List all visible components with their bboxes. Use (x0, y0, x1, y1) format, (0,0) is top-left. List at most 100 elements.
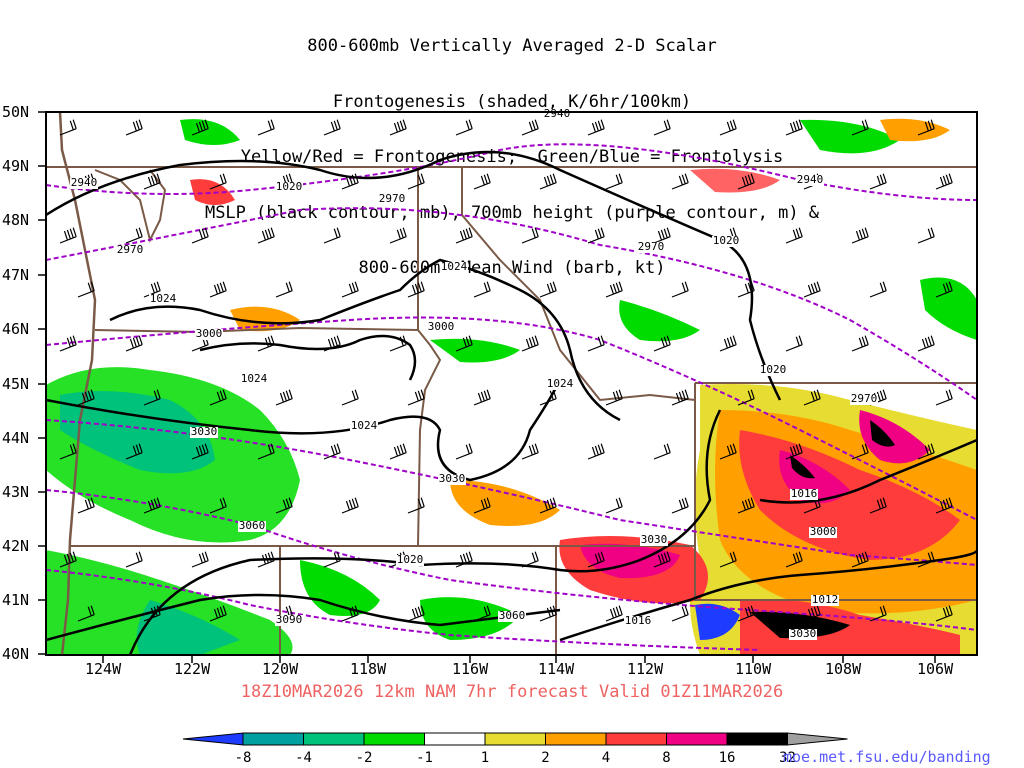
lat-label-45N: 45N (2, 375, 30, 393)
colorbar-label: -8 (235, 750, 252, 766)
lon-label-116W: 116W (452, 660, 489, 678)
wind-barb (785, 443, 803, 460)
height-label: 2940 (797, 173, 824, 186)
label-background (190, 427, 218, 438)
wind-barb (803, 389, 821, 406)
wind-barb (209, 389, 227, 406)
lat-label-46N: 46N (2, 320, 30, 338)
lon-label-110W: 110W (735, 660, 772, 678)
wind-barb (341, 605, 359, 622)
wind-barb (389, 335, 407, 352)
lon-label-106W: 106W (917, 660, 954, 678)
wind-barb (605, 605, 623, 622)
wind-barb (851, 227, 869, 244)
label-background (546, 379, 574, 390)
puget-sound (94, 169, 167, 243)
title-line-2: Frontogenesis (shaded, K/6hr/100km) (332, 91, 692, 112)
label-background (275, 615, 303, 626)
label-background (640, 535, 668, 546)
mslp-label: 1024 (441, 260, 468, 273)
label-background (396, 555, 424, 566)
state-border-wy (694, 382, 977, 601)
mslp-label: 1024 (241, 372, 268, 385)
title-line-5: 800-600mb Mean Wind (barb, kt) (358, 258, 666, 278)
wind-barb (59, 335, 77, 352)
wind-barb (521, 335, 539, 352)
lat-label-43N: 43N (2, 483, 30, 501)
wind-barb (587, 119, 605, 136)
wind-barb (521, 227, 539, 244)
wind-barb (125, 443, 143, 460)
axis-ticks (38, 111, 936, 663)
lat-label-41N: 41N (2, 591, 30, 609)
height-label: 3030 (191, 425, 218, 438)
wind-barb (605, 389, 623, 406)
wind-barb (143, 173, 161, 190)
wind-barb (719, 551, 737, 568)
wind-barb (539, 389, 557, 406)
wind-barb (521, 443, 539, 460)
colorbar-label: -4 (295, 750, 312, 766)
wind-barb (653, 443, 671, 460)
wind-barb (143, 281, 161, 298)
wind-barb (917, 119, 935, 136)
wind-barb (869, 173, 887, 190)
wind-barb (341, 389, 359, 406)
title-line-1: 800-600mb Vertically Averaged 2-D Scalar (307, 36, 717, 56)
wind-barb (671, 497, 689, 514)
lon-label-114W: 114W (538, 660, 575, 678)
credit-link[interactable]: moe.met.fsu.edu/banding (783, 748, 991, 766)
height-label: 3060 (499, 609, 526, 622)
wind-barb (275, 389, 293, 406)
wind-barb (587, 335, 605, 352)
colorbar-swatch (605, 732, 667, 746)
label-background (759, 365, 787, 376)
wind-barb (869, 605, 887, 622)
label-background (440, 262, 468, 273)
wind-barb (209, 497, 227, 514)
wind-barb (917, 335, 935, 352)
wind-barb (653, 227, 671, 244)
wind-barb (77, 605, 95, 622)
wind-barb (521, 119, 539, 136)
colorbar-label: 2 (541, 750, 549, 766)
wind-barb (869, 497, 887, 514)
wind-barb (257, 227, 275, 244)
wind-barb (257, 119, 275, 136)
wind-barb (257, 551, 275, 568)
wind-barb (191, 551, 209, 568)
wind-barb (407, 281, 425, 298)
height-label: 3090 (276, 613, 303, 626)
wind-barb (473, 389, 491, 406)
wind-barb (605, 281, 623, 298)
mslp-label: 1016 (625, 614, 652, 627)
height-label: 2970 (379, 192, 406, 205)
wind-barb (719, 335, 737, 352)
wind-barb (851, 119, 869, 136)
label-background (350, 421, 378, 432)
wind-barb (209, 605, 227, 622)
wind-barb (323, 119, 341, 136)
mslp-label: 1024 (150, 292, 177, 305)
wind-barb (785, 227, 803, 244)
wind-barb (587, 227, 605, 244)
wind-barb (125, 335, 143, 352)
lat-label-44N: 44N (2, 429, 30, 447)
mt-id-divide (461, 167, 696, 402)
wind-barb (455, 551, 473, 568)
lat-label-42N: 42N (2, 537, 30, 555)
wind-barb (935, 281, 953, 298)
lat-label-49N: 49N (2, 157, 30, 175)
colorbar-label: -2 (356, 750, 373, 766)
colorbar-swatch (545, 732, 607, 746)
wind-barb (473, 605, 491, 622)
mslp-label: 1012 (812, 593, 839, 606)
height-label: 2940 (71, 176, 98, 189)
wind-barb (125, 551, 143, 568)
colorbar-label: 8 (662, 750, 670, 766)
wind-barb (455, 443, 473, 460)
mslp-label: 1020 (713, 234, 740, 247)
state-border-or-wa (94, 326, 419, 334)
label-background (543, 109, 571, 120)
